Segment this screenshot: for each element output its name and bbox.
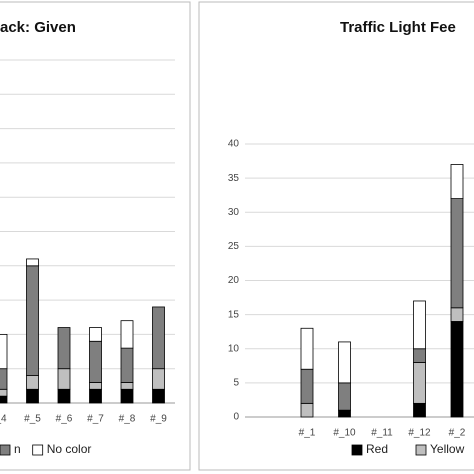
bar-segment — [26, 265, 39, 376]
panel-frame — [198, 1, 474, 471]
bar-segment — [300, 402, 314, 418]
x-tick-label: #_11 — [371, 428, 393, 439]
legend-swatch — [0, 444, 11, 456]
bar-segment — [450, 198, 464, 309]
bar-segment — [26, 258, 39, 267]
bar-segment — [26, 388, 39, 404]
panel-frame — [0, 1, 191, 471]
bar-segment — [89, 382, 102, 390]
x-tick-label: #_2 — [449, 428, 466, 439]
bar-segment — [450, 164, 464, 200]
x-tick-label: #_1 — [299, 428, 316, 439]
x-tick-label: #_7 — [87, 414, 104, 425]
legend-label: No color — [47, 442, 92, 456]
y-tick-label: 40 — [228, 139, 240, 150]
bar-segment — [120, 320, 134, 349]
bar-segment — [0, 368, 8, 390]
bar-segment — [338, 341, 351, 384]
bar-segment — [0, 333, 8, 370]
y-tick-label: 20 — [228, 275, 240, 286]
bar-segment — [413, 402, 426, 418]
y-tick-label: 15 — [228, 309, 240, 320]
bar-segment — [413, 361, 426, 404]
x-tick-label: _4 — [0, 414, 7, 425]
bar-segment — [450, 307, 464, 322]
bar-segment — [120, 388, 134, 404]
x-tick-label: #_9 — [150, 414, 167, 425]
x-tick-label: #_8 — [119, 414, 136, 425]
bar-segment — [57, 388, 71, 404]
chart-title: Traffic Light Fee — [340, 19, 456, 36]
bar-segment — [57, 368, 71, 390]
bar-segment — [89, 388, 102, 404]
bar-segment — [0, 395, 8, 404]
bar-segment — [413, 348, 426, 363]
y-tick-label: 10 — [228, 343, 240, 354]
bar-segment — [152, 388, 165, 404]
x-tick-label: #_6 — [56, 414, 73, 425]
bar-segment — [89, 327, 102, 342]
x-tick-label: #_12 — [408, 428, 431, 439]
y-tick-label: 0 — [233, 412, 239, 423]
bar-segment — [120, 382, 134, 390]
bar-segment — [89, 340, 102, 383]
y-tick-label: 5 — [233, 378, 239, 389]
legend-label: Red — [366, 442, 388, 456]
legend-swatch — [351, 444, 363, 456]
y-tick-label: 30 — [228, 207, 240, 218]
bar-segment — [413, 300, 426, 350]
bar-segment — [26, 375, 39, 390]
legend-swatch — [32, 444, 44, 456]
bar-segment — [152, 368, 165, 390]
bar-segment — [152, 306, 165, 370]
y-tick-label: 25 — [228, 241, 240, 252]
bar-segment — [120, 347, 134, 383]
legend-label: Yellow — [430, 442, 465, 456]
bar-segment — [0, 388, 8, 397]
legend-swatch — [415, 444, 427, 456]
bar-segment — [57, 327, 71, 370]
bar-segment — [300, 368, 314, 404]
legend-label: n — [14, 442, 21, 456]
bar-segment — [450, 321, 464, 418]
bar-segment — [338, 409, 351, 418]
x-tick-label: #_5 — [24, 414, 41, 425]
bar-segment — [300, 327, 314, 370]
y-tick-label: 35 — [228, 173, 240, 184]
bar-segment — [338, 382, 351, 411]
x-tick-label: #_10 — [333, 428, 356, 439]
chart-title: ack: Given — [0, 19, 76, 36]
